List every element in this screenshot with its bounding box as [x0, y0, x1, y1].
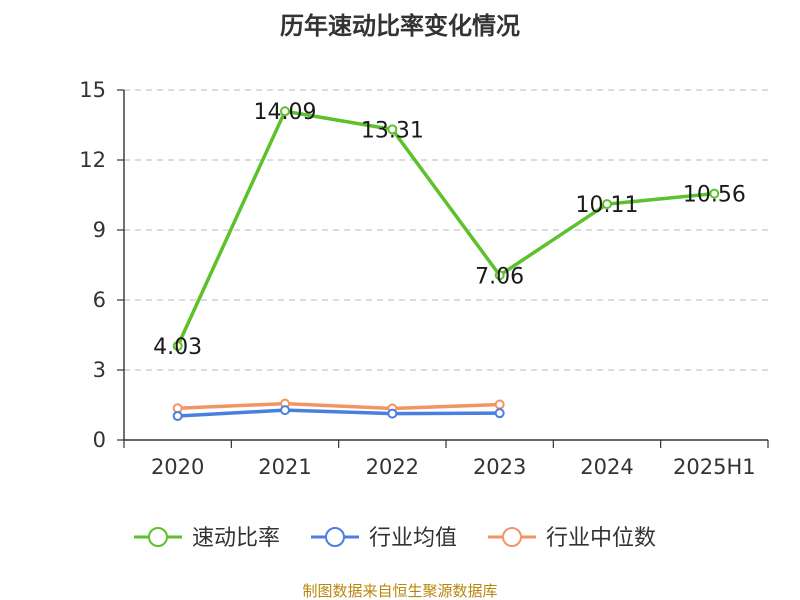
data-point-0-2022 [387, 124, 398, 135]
x-tick-label-2021: 2021 [258, 455, 311, 479]
data-label-2024: 10.11 [576, 193, 639, 218]
data-label-2021: 14.09 [254, 100, 317, 125]
legend-item-2: 行业中位数 [488, 526, 656, 551]
series-1 [172, 405, 505, 421]
y-tick-label-12: 12 [79, 148, 106, 172]
x-tick-label-2022: 2022 [366, 455, 419, 479]
data-point-0-2023 [494, 270, 505, 281]
legend-marker-1 [325, 527, 345, 547]
chart-title: 历年速动比率变化情况 [280, 12, 520, 40]
data-point-1-2022 [387, 408, 398, 419]
y-tick-label-3: 3 [93, 358, 106, 382]
y-tick-label-0: 0 [93, 428, 106, 452]
data-label-2020: 4.03 [153, 335, 202, 360]
data-point-1-2020 [172, 410, 183, 421]
legend: 速动比率 行业均值 行业中位数 [134, 526, 656, 551]
x-tick-label-2024: 2024 [580, 455, 633, 479]
grid [124, 89, 768, 371]
legend-item-0: 速动比率 [134, 526, 280, 551]
series-line-1 [175, 408, 502, 418]
data-point-0-2021 [280, 106, 290, 117]
data-label-2023: 7.06 [475, 264, 524, 289]
data-point-1-2021 [280, 405, 290, 416]
data-label-2025H1: 10.56 [683, 183, 746, 208]
series-line-2 [175, 401, 502, 411]
legend-item-1: 行业均值 [311, 526, 457, 551]
series-line-0 [175, 109, 717, 348]
legend-marker-0 [148, 527, 168, 547]
legend-label-0: 速动比率 [192, 526, 280, 551]
data-point-0-2024 [602, 199, 612, 210]
series-0 [172, 106, 720, 351]
y-tick-label-15: 15 [79, 78, 106, 102]
x-tick-label-2020: 2020 [151, 455, 204, 479]
x-tick-label-2023: 2023 [473, 455, 526, 479]
series-layer [172, 106, 720, 421]
data-point-1-2023 [494, 408, 505, 419]
data-point-0-2025H1 [709, 188, 720, 199]
y-tick-label-6: 6 [93, 288, 106, 312]
source-note: 制图数据来自恒生聚源数据库 [302, 582, 497, 600]
legend-marker-2 [502, 527, 522, 547]
data-point-2-2023 [494, 399, 505, 410]
legend-label-2: 行业中位数 [546, 526, 656, 551]
data-point-0-2020 [172, 340, 183, 351]
legend-label-1: 行业均值 [369, 526, 457, 551]
y-tick-label-9: 9 [93, 218, 106, 242]
data-labels: 4.03 14.09 13.31 7.06 10.11 10.56 [153, 100, 746, 360]
data-label-2022: 13.31 [361, 118, 424, 143]
axes: 0 3 6 9 12 15 2020 2021 2022 2023 2024 2025H1 [79, 78, 769, 479]
x-tick-label-2025H1: 2025H1 [673, 455, 756, 479]
